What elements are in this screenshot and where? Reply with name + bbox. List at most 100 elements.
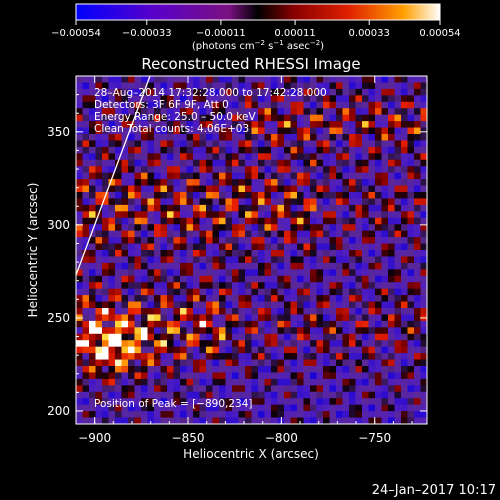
heatmap-cell (336, 121, 343, 128)
heatmap-cell (89, 378, 96, 386)
heatmap-cell (147, 237, 155, 244)
heatmap-cell (232, 224, 239, 232)
heatmap-cell (284, 159, 291, 167)
heatmap-cell (186, 192, 194, 199)
heatmap-cell (186, 275, 194, 283)
heatmap-cell (115, 192, 122, 199)
heatmap-cell (199, 295, 207, 302)
heatmap-cell (297, 237, 304, 244)
heatmap-cell (232, 179, 239, 186)
heatmap-cell (414, 224, 421, 232)
heatmap-cell (245, 114, 252, 122)
heatmap-cell (258, 353, 265, 360)
heatmap-cell (420, 333, 427, 341)
heatmap-cell (251, 224, 259, 232)
heatmap-cell (167, 301, 174, 309)
heatmap-cell (108, 153, 116, 161)
heatmap-cell (225, 179, 233, 186)
heatmap-cell (95, 391, 103, 399)
heatmap-cell (342, 256, 350, 264)
heatmap-cell (160, 192, 168, 199)
heatmap-cell (147, 185, 155, 193)
heatmap-cell (232, 308, 239, 315)
heatmap-cell (245, 417, 252, 424)
heatmap-cell (310, 101, 317, 109)
heatmap-cell (180, 404, 187, 412)
heatmap-cell (82, 295, 90, 302)
heatmap-cell (336, 314, 343, 322)
heatmap-cell (264, 366, 272, 373)
heatmap-cell (375, 185, 382, 193)
heatmap-cell (82, 346, 90, 354)
heatmap-cell (134, 346, 142, 354)
heatmap-cell (115, 76, 122, 83)
heatmap-cell (284, 224, 291, 232)
heatmap-cell (121, 340, 129, 348)
heatmap-cell (199, 359, 207, 367)
heatmap-cell (375, 159, 382, 167)
heatmap-cell (342, 333, 350, 341)
heatmap-cell (219, 269, 226, 277)
heatmap-cell (199, 114, 207, 122)
heatmap-cell (134, 172, 142, 180)
heatmap-cell (355, 198, 363, 206)
heatmap-cell (323, 172, 330, 180)
heatmap-cell (102, 282, 109, 290)
heatmap-cell (284, 140, 291, 148)
heatmap-cell (297, 159, 304, 167)
heatmap-cell (329, 101, 337, 109)
heatmap-cell (147, 256, 155, 264)
heatmap-cell (381, 211, 389, 219)
heatmap-cell (108, 224, 116, 232)
heatmap-cell (199, 76, 207, 83)
heatmap-cell (193, 114, 200, 122)
heatmap-cell (167, 153, 174, 161)
heatmap-cell (128, 378, 135, 386)
heatmap-cell (147, 140, 155, 148)
heatmap-cell (290, 282, 298, 290)
heatmap-cell (407, 378, 415, 386)
heatmap-cell (368, 108, 376, 116)
heatmap-cell (323, 198, 330, 206)
heatmap-cell (245, 340, 252, 348)
heatmap-cell (108, 269, 116, 277)
heatmap-cell (245, 121, 252, 128)
heatmap-cell (420, 275, 427, 283)
heatmap-cell (251, 159, 259, 167)
heatmap-cell (310, 127, 317, 135)
heatmap-cell (173, 269, 181, 277)
heatmap-cell (245, 359, 252, 367)
heatmap-cell (154, 243, 161, 251)
heatmap-cell (401, 353, 408, 360)
heatmap-cell (76, 269, 83, 277)
heatmap-cell (115, 237, 122, 244)
heatmap-cell (271, 237, 278, 244)
heatmap-cell (128, 159, 135, 167)
heatmap-cell (76, 366, 83, 373)
heatmap-cell (303, 76, 311, 83)
heatmap-cell (420, 288, 427, 296)
heatmap-cell (342, 224, 350, 232)
heatmap-cell (420, 230, 427, 238)
heatmap-cell (225, 153, 233, 161)
heatmap-cell (381, 140, 389, 148)
heatmap-cell (284, 185, 291, 193)
heatmap-cell (342, 134, 350, 141)
heatmap-cell (128, 353, 135, 360)
heatmap-cell (173, 404, 181, 412)
heatmap-cell (186, 114, 194, 122)
heatmap-cell (407, 366, 415, 373)
heatmap-cell (407, 372, 415, 380)
heatmap-cell (284, 121, 291, 128)
heatmap-cell (206, 378, 213, 386)
heatmap-cell (271, 127, 278, 135)
heatmap-cell (193, 146, 200, 154)
heatmap-cell (180, 417, 187, 424)
heatmap-cell (323, 417, 330, 424)
heatmap-cell (277, 333, 285, 341)
heatmap-cell (394, 353, 402, 360)
heatmap-cell (271, 172, 278, 180)
heatmap-cell (76, 295, 83, 302)
heatmap-cell (388, 101, 395, 109)
heatmap-cell (225, 108, 233, 116)
